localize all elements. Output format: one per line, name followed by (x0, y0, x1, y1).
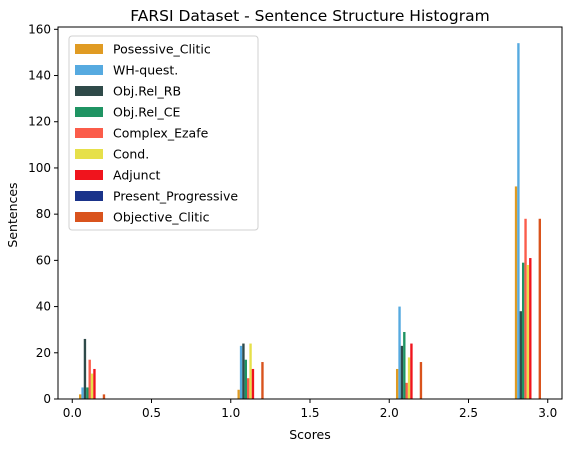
legend-label: Obj.Rel_CE (113, 105, 180, 120)
y-tick-label: 100 (28, 161, 51, 175)
bar-wh-quest--1 (240, 346, 242, 399)
bar-wh-quest--3 (517, 43, 519, 399)
legend-swatch (75, 170, 103, 180)
bar-obj-rel-rb-1 (242, 344, 244, 399)
bar-objective-clitic-2 (420, 362, 422, 399)
x-tick-label: 3.0 (538, 406, 557, 420)
bar-cond--1 (249, 344, 251, 399)
bar-adjunct-3 (529, 258, 531, 399)
x-tick-label: 2.5 (459, 406, 478, 420)
bar-complex-ezafe-1 (247, 378, 249, 399)
legend-swatch (75, 86, 103, 96)
legend-swatch (75, 212, 103, 222)
y-axis: 0 20 40 60 80 100 120 140 160 (28, 22, 58, 406)
x-tick-label: 2.0 (380, 406, 399, 420)
bar-posessive-clitic-3 (515, 186, 517, 399)
y-axis-title: Sentences (5, 182, 20, 247)
bar-complex-ezafe-0 (89, 360, 91, 399)
legend-swatch (75, 65, 103, 75)
legend-swatch (75, 44, 103, 54)
x-tick-label: 1.5 (300, 406, 319, 420)
bar-objective-clitic-0 (103, 394, 105, 399)
y-tick-label: 20 (36, 346, 51, 360)
y-tick-label: 60 (36, 253, 51, 267)
bar-obj-rel-ce-1 (245, 360, 247, 399)
y-tick-label: 0 (43, 392, 51, 406)
bar-adjunct-2 (410, 344, 412, 399)
bar-complex-ezafe-2 (405, 383, 407, 399)
legend-swatch (75, 149, 103, 159)
bar-wh-quest--0 (81, 387, 83, 399)
x-tick-label: 0.0 (63, 406, 82, 420)
bar-complex-ezafe-3 (524, 219, 526, 399)
x-tick-label: 0.5 (142, 406, 161, 420)
bar-adjunct-0 (93, 369, 95, 399)
bar-objective-clitic-1 (261, 362, 263, 399)
legend-label: Objective_Clitic (113, 210, 210, 225)
x-axis: 0.0 0.5 1.0 1.5 2.0 2.5 3.0 (63, 399, 558, 420)
x-axis-title: Scores (289, 427, 331, 442)
legend-swatch (75, 191, 103, 201)
bar-adjunct-1 (252, 369, 254, 399)
bar-cond--0 (91, 374, 93, 399)
bar-cond--2 (408, 357, 410, 399)
y-tick-label: 40 (36, 300, 51, 314)
legend: Posessive_Clitic WH-quest. Obj.Rel_RB Obj.R… (69, 36, 258, 230)
legend-label: WH-quest. (113, 63, 178, 78)
y-tick-label: 140 (28, 69, 51, 83)
bar-obj-rel-rb-3 (520, 311, 522, 399)
bar-obj-rel-ce-3 (522, 263, 524, 399)
legend-label: Present_Progressive (113, 189, 238, 204)
legend-label: Complex_Ezafe (113, 126, 209, 141)
y-tick-label: 80 (36, 207, 51, 221)
legend-label: Cond. (113, 147, 149, 162)
y-tick-label: 120 (28, 115, 51, 129)
bar-posessive-clitic-1 (237, 390, 239, 399)
legend-swatch (75, 107, 103, 117)
bar-objective-clitic-3 (539, 219, 541, 399)
bar-cond--3 (527, 265, 529, 399)
legend-label: Obj.Rel_RB (113, 84, 181, 99)
x-tick-label: 1.0 (221, 406, 240, 420)
y-tick-label: 160 (28, 22, 51, 36)
bar-obj-rel-ce-2 (403, 332, 405, 399)
bar-obj-rel-rb-0 (84, 339, 86, 399)
bar-posessive-clitic-2 (396, 369, 398, 399)
legend-swatch (75, 128, 103, 138)
bar-posessive-clitic-0 (79, 394, 81, 399)
legend-label: Adjunct (113, 168, 160, 183)
bar-obj-rel-rb-2 (401, 346, 403, 399)
legend-label: Posessive_Clitic (113, 42, 211, 57)
chart-title: FARSI Dataset - Sentence Structure Histo… (130, 7, 489, 25)
bar-wh-quest--2 (398, 307, 400, 399)
bar-obj-rel-ce-0 (86, 387, 88, 399)
